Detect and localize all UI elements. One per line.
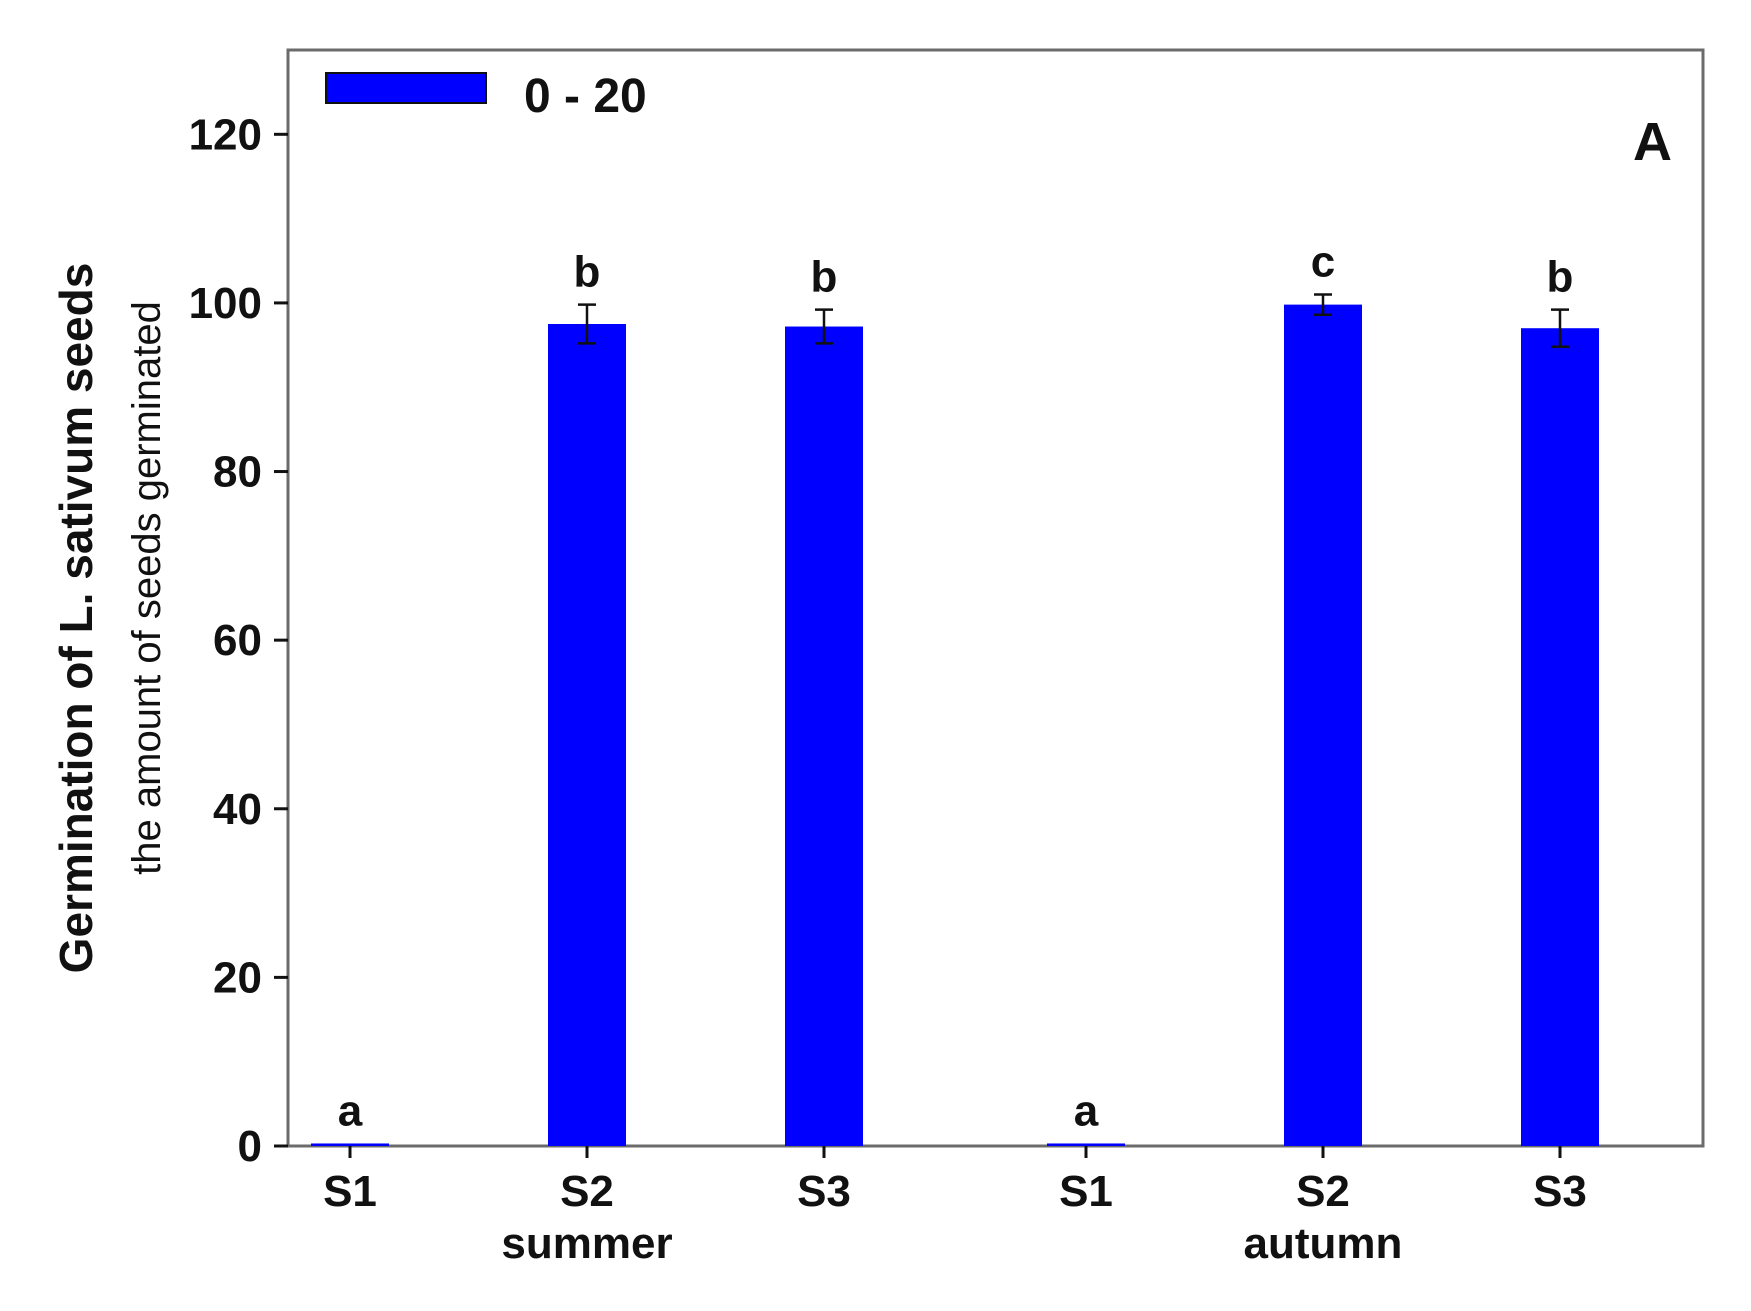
significance-label: b <box>574 248 601 297</box>
x-tick-label: S2 <box>1296 1167 1350 1216</box>
x-axis: S1 S2 S3 S1 S2 S3 summer autumn <box>323 1146 1587 1268</box>
significance-label: c <box>1311 237 1335 286</box>
bar <box>785 326 863 1146</box>
x-tick-label: S1 <box>323 1167 377 1216</box>
y-tick-label: 40 <box>213 785 262 834</box>
y-axis-title: Germination of L. sativum seeds the amou… <box>50 263 169 974</box>
x-tick-label: S3 <box>1533 1167 1587 1216</box>
legend-label: 0 - 20 <box>524 70 647 123</box>
y-tick-label: 60 <box>213 616 262 665</box>
bar <box>548 324 626 1146</box>
y-tick-label: 100 <box>189 279 262 328</box>
significance-label: a <box>338 1086 363 1135</box>
significance-labels: a b b a c b <box>338 237 1574 1135</box>
plot-frame <box>286 48 1705 1148</box>
legend-swatch <box>325 72 487 104</box>
group-label: autumn <box>1244 1219 1403 1268</box>
y-tick-label: 80 <box>213 448 262 497</box>
x-tick-label: S3 <box>797 1167 851 1216</box>
bar <box>1521 328 1599 1146</box>
significance-label: b <box>811 253 838 302</box>
x-tick-label: S1 <box>1059 1167 1113 1216</box>
y-tick-label: 0 <box>238 1122 262 1171</box>
bars <box>311 304 1599 1146</box>
y-axis-sublabel: the amount of seeds germinated <box>125 301 169 875</box>
y-axis: 0 20 40 60 80 100 120 <box>189 110 288 1171</box>
bar <box>1047 1143 1125 1146</box>
legend: 0 - 20 <box>325 70 647 123</box>
significance-label: b <box>1547 253 1574 302</box>
significance-label: a <box>1074 1086 1099 1135</box>
y-axis-label: Germination of L. sativum seeds <box>50 263 102 974</box>
y-tick-label: 120 <box>189 110 262 159</box>
bar <box>311 1143 389 1146</box>
x-tick-label: S2 <box>560 1167 614 1216</box>
bar <box>1284 304 1362 1146</box>
panel-label: A <box>1633 112 1672 172</box>
error-bars <box>578 293 1569 349</box>
group-label: summer <box>501 1219 672 1268</box>
y-tick-label: 20 <box>213 953 262 1002</box>
